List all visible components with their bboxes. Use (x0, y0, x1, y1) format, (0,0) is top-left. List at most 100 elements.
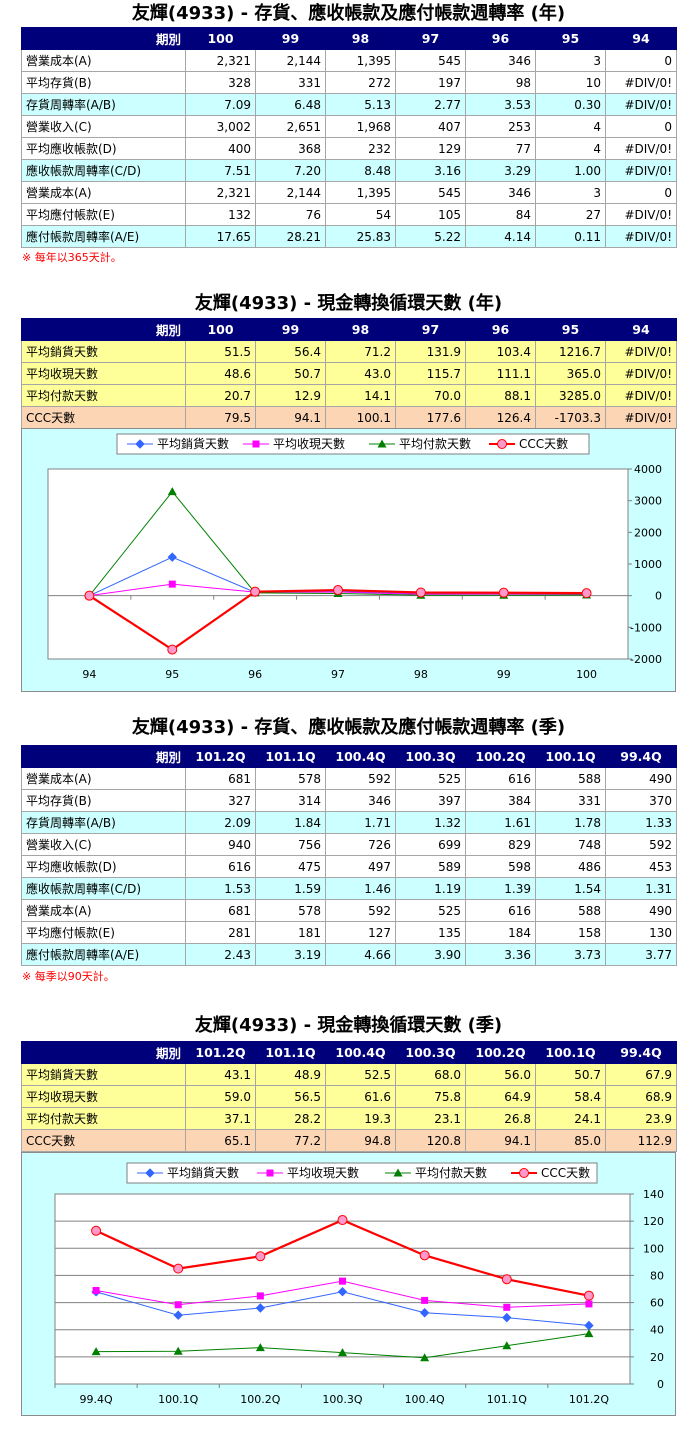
data-point (135, 439, 145, 449)
y-tick-label: -2000 (630, 653, 662, 666)
table-cell: 77.2 (255, 1129, 326, 1152)
table-cell: #DIV/0! (605, 384, 677, 407)
table-cell: #DIV/0! (605, 340, 677, 363)
table-cell: 5.22 (395, 225, 466, 248)
table-cell: 23.1 (395, 1107, 466, 1130)
period-column-header: 100.3Q (395, 745, 466, 768)
series-line (84, 585, 592, 655)
header-row: 期別 100 99 98 97 96 95 94 (21, 27, 677, 50)
annual-ccc-chart-svg: 平均銷貨天數 平均收現天數 平均付款天數 CCC天數 4000 3000 2000 1000 0… (47, 433, 662, 681)
table-cell: 3.16 (395, 159, 466, 182)
data-point (168, 580, 176, 588)
table-cell: 756 (255, 833, 326, 856)
x-tick-label: 94 (82, 668, 96, 681)
table-cell: 592 (325, 899, 396, 922)
table-cell: 0.11 (535, 225, 606, 248)
period-column-header: 100.2Q (465, 1041, 536, 1064)
table-cell: 1.78 (535, 811, 606, 834)
table-cell: 2.77 (395, 93, 466, 116)
table-cell: 76 (255, 203, 326, 226)
table-cell: 127 (325, 921, 396, 944)
period-column-header: 101.1Q (255, 1041, 326, 1064)
table-row: 應付帳款周轉率(A/E) 2.43 3.19 4.66 3.90 3.36 3.73 3.77 (21, 943, 677, 966)
period-column-header: 100.4Q (325, 1041, 396, 1064)
table-cell: #DIV/0! (605, 159, 677, 182)
table-cell: 59.0 (185, 1085, 256, 1108)
table-cell: 75.8 (395, 1085, 466, 1108)
table-cell: 52.5 (325, 1063, 396, 1086)
data-point (255, 1343, 265, 1352)
legend-item: CCC天數 (489, 437, 568, 451)
data-point (91, 1347, 101, 1356)
legend-label: 平均收現天數 (287, 1166, 359, 1180)
table-cell: 12.9 (255, 384, 326, 407)
table-cell: 71.2 (325, 340, 396, 363)
table-cell: 3285.0 (535, 384, 606, 407)
table-cell: 1,968 (325, 115, 396, 138)
table-cell: 3.53 (465, 93, 536, 116)
legend-label: 平均銷貨天數 (167, 1165, 239, 1180)
table-cell: 68.0 (395, 1063, 466, 1086)
x-tick-label: 95 (165, 668, 179, 681)
table-cell: 26.8 (465, 1107, 536, 1130)
table-cell: -1703.3 (535, 406, 606, 429)
table-cell: #DIV/0! (605, 93, 677, 116)
row-label: 平均存貨(B) (21, 789, 186, 812)
x-axis: 99.4Q 100.1Q 100.2Q 100.3Q 100.4Q 101.1Q 101.2… (54, 1384, 609, 1406)
table-cell: 184 (465, 921, 536, 944)
period-column-header: 101.2Q (185, 745, 256, 768)
table-cell: #DIV/0! (605, 71, 677, 94)
plot-area (47, 468, 629, 660)
x-tick-label: 99.4Q (79, 1393, 112, 1406)
table-cell: 28.21 (255, 225, 326, 248)
table-cell: 158 (535, 921, 606, 944)
table-cell: 79.5 (185, 406, 256, 429)
table-row: 營業收入(C) 940 756 726 699 829 748 592 (21, 833, 677, 856)
table-cell: 23.9 (605, 1107, 677, 1130)
data-point (173, 1263, 184, 1274)
row-label: 應收帳款周轉率(C/D) (21, 877, 186, 900)
table-cell: 1.00 (535, 159, 606, 182)
legend-item: 平均付款天數 (385, 1166, 487, 1180)
data-point (377, 439, 387, 448)
row-label: 應收帳款周轉率(C/D) (21, 159, 186, 182)
legend-box (126, 1162, 598, 1184)
table-row: 存貨周轉率(A/B) 2.09 1.84 1.71 1.32 1.61 1.78 1.33 (21, 811, 677, 834)
row-label: 平均應付帳款(E) (21, 921, 186, 944)
table-cell: 7.51 (185, 159, 256, 182)
legend-label: 平均收現天數 (273, 437, 345, 451)
table-row: 應付帳款周轉率(A/E) 17.65 28.21 25.83 5.22 4.14 0.11 #… (21, 225, 677, 248)
table-cell: 2,144 (255, 49, 326, 72)
table-cell: 48.9 (255, 1063, 326, 1086)
row-label: 營業成本(A) (21, 899, 186, 922)
header-row: 期別 101.2Q 101.1Q 100.4Q 100.3Q 100.2Q 100.1Q 99… (21, 745, 677, 768)
table-cell: 232 (325, 137, 396, 160)
y-axis: 140 120 100 80 60 40 20 0 (55, 1188, 664, 1391)
table-cell: 1.32 (395, 811, 466, 834)
table-cell: 1.46 (325, 877, 396, 900)
period-column-header: 96 (465, 318, 536, 341)
table-cell: 397 (395, 789, 466, 812)
row-label: 營業收入(C) (21, 833, 186, 856)
x-tick-label: 100.4Q (405, 1393, 445, 1406)
table-cell: 545 (395, 181, 466, 204)
period-header: 期別 (21, 1041, 186, 1064)
quarterly-ccc-chart-svg: 平均銷貨天數 平均收現天數 平均付款天數 CCC天數 140 120 100 80 60 40 20… (54, 1162, 664, 1406)
table-cell: 20.7 (185, 384, 256, 407)
table-row: 平均銷貨天數 43.1 48.9 52.5 68.0 56.0 50.7 67.9 (21, 1063, 677, 1086)
data-point (498, 587, 509, 598)
data-point (420, 1353, 430, 1362)
table-cell: 726 (325, 833, 396, 856)
y-tick-label: 40 (650, 1324, 664, 1337)
period-column-header: 99.4Q (605, 1041, 677, 1064)
table-cell: 3,002 (185, 115, 256, 138)
table-cell: 346 (465, 181, 536, 204)
table-row: 營業成本(A) 681 578 592 525 616 588 490 (21, 899, 677, 922)
table-cell: 131.9 (395, 340, 466, 363)
table-cell: 3.77 (605, 943, 677, 966)
y-tick-label: 80 (650, 1269, 664, 1282)
table-cell: 3 (535, 49, 606, 72)
table-cell: 0 (605, 115, 677, 138)
table-cell: 592 (325, 767, 396, 790)
table-cell: 0.30 (535, 93, 606, 116)
